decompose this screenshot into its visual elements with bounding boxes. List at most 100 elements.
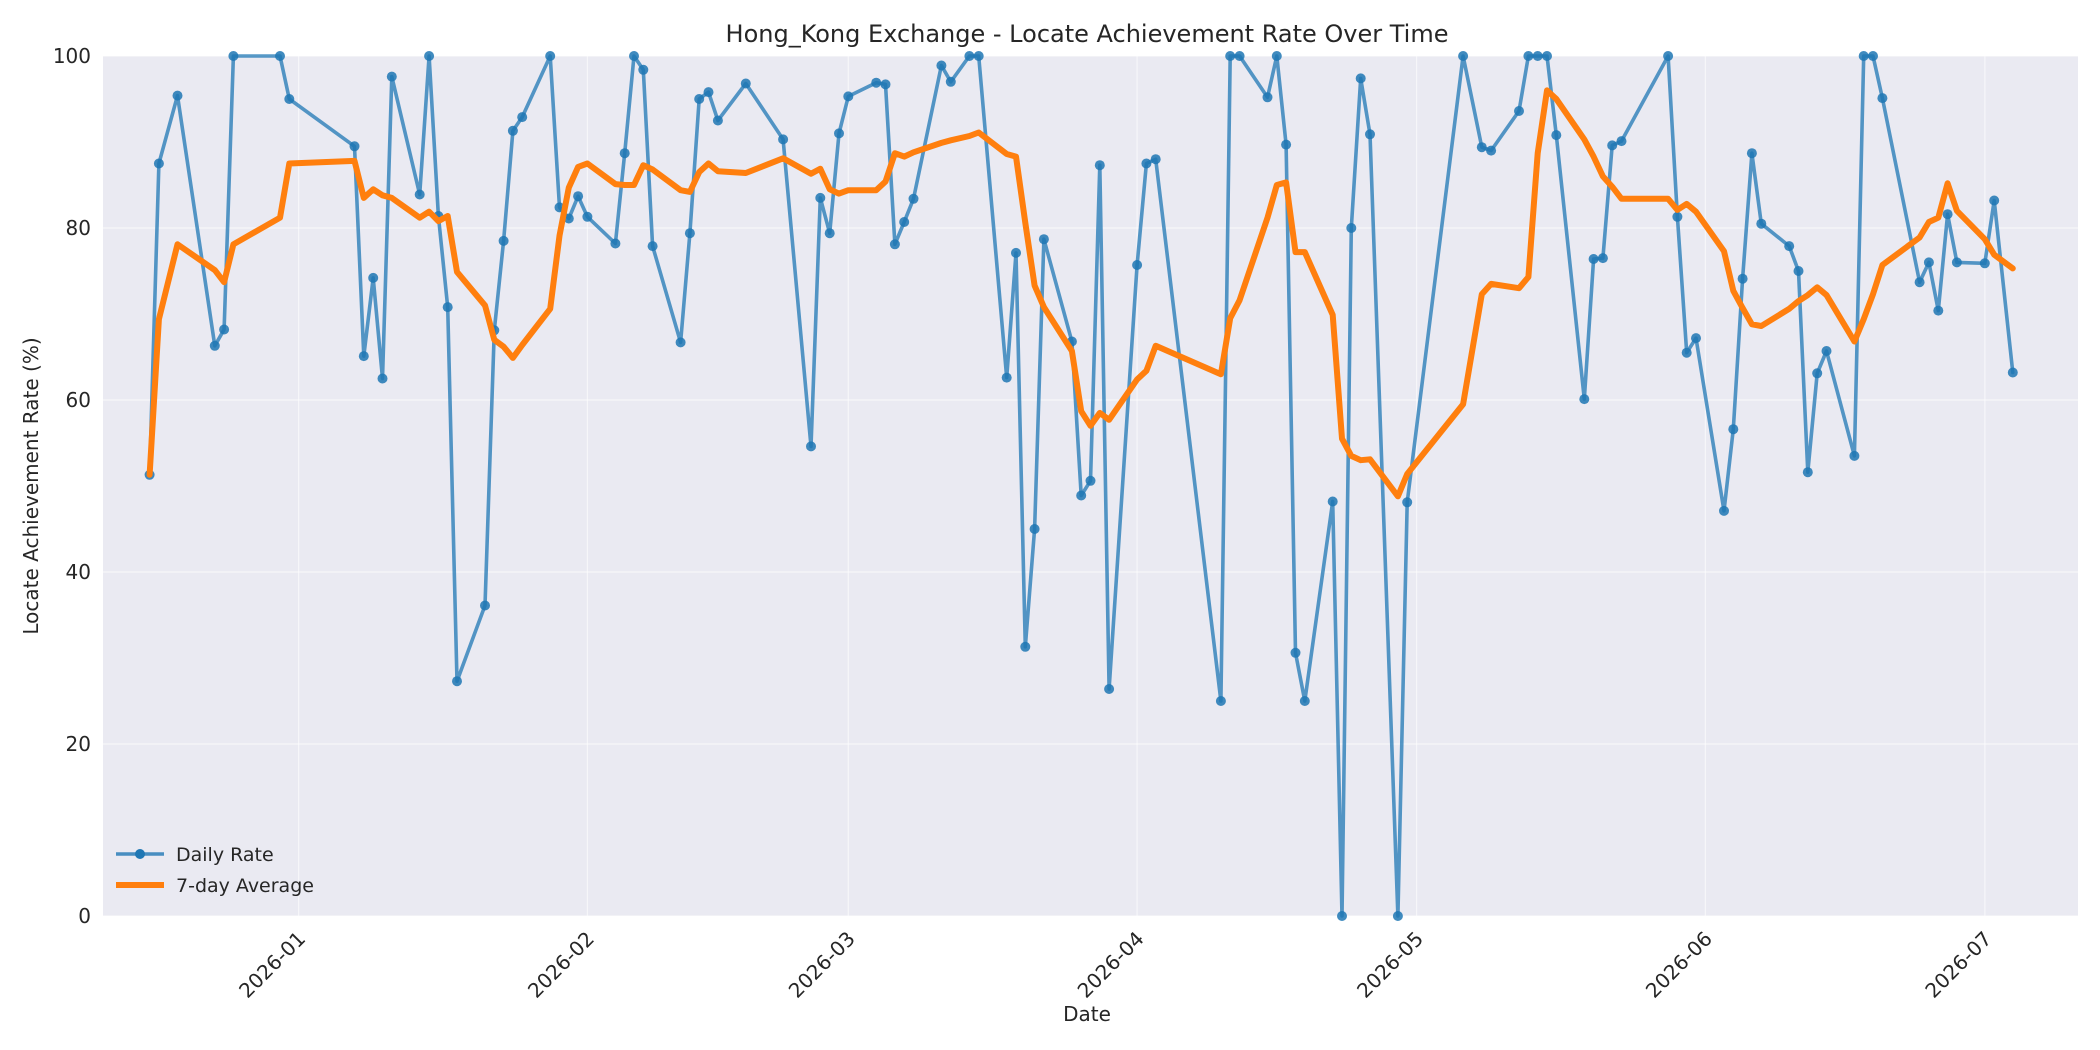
x-tick-label: 2026-02 [523, 927, 599, 1003]
data-point [638, 64, 649, 75]
data-point [1234, 51, 1245, 61]
data-point [1038, 234, 1049, 245]
data-point [1877, 93, 1888, 104]
data-point [582, 211, 593, 222]
data-point [647, 241, 658, 252]
data-point [1802, 467, 1813, 478]
series-layer [144, 51, 2018, 921]
data-point [442, 302, 453, 313]
data-point [1020, 641, 1031, 652]
data-point [889, 239, 900, 250]
data-point [275, 51, 285, 61]
y-tick-label: 40 [66, 560, 91, 584]
data-point [694, 94, 705, 104]
data-point [1858, 51, 1869, 61]
data-point [908, 193, 919, 204]
data-point [1542, 51, 1552, 61]
data-point [899, 217, 910, 227]
data-point [377, 373, 388, 384]
data-point [871, 77, 882, 88]
data-point [1989, 195, 2000, 206]
legend-marker [135, 849, 145, 859]
data-point [1392, 911, 1403, 921]
data-point [1476, 142, 1487, 153]
data-point [517, 112, 528, 123]
data-point [1793, 266, 1804, 276]
data-point [684, 228, 695, 239]
data-point [675, 337, 686, 348]
y-axis-label: Locate Achievement Rate (%) [19, 337, 43, 634]
data-point [1821, 346, 1832, 356]
data-point [1104, 684, 1115, 694]
data-point [573, 191, 584, 202]
data-point [1365, 129, 1375, 140]
data-point [1132, 260, 1143, 270]
x-tick-label: 2026-03 [784, 927, 860, 1003]
x-tick-label: 2026-06 [1641, 927, 1717, 1003]
data-point [545, 51, 556, 61]
data-point [834, 128, 844, 139]
data-point [228, 51, 239, 61]
data-point [358, 351, 369, 362]
data-point [824, 228, 835, 239]
legend-label: Daily Rate [176, 844, 274, 866]
data-point [703, 87, 714, 98]
data-point [1514, 106, 1524, 116]
y-axis-ticks: 0 20 40 60 80 100 [53, 44, 91, 928]
data-point [1951, 257, 1962, 268]
plot-area [103, 56, 2078, 916]
data-point [1458, 51, 1469, 61]
x-tick-label: 2026-07 [1920, 927, 1996, 1003]
data-point [1215, 696, 1226, 706]
data-point [424, 51, 435, 61]
data-point [936, 60, 947, 71]
data-point [1150, 154, 1161, 165]
data-point [1691, 333, 1701, 344]
data-point [1812, 368, 1823, 379]
data-point [1011, 247, 1021, 258]
data-point [480, 600, 490, 611]
data-point [1728, 424, 1739, 435]
data-point [507, 125, 518, 136]
data-point [1299, 696, 1310, 706]
data-point [414, 189, 425, 200]
data-point [1402, 497, 1413, 508]
data-point [2007, 367, 2018, 378]
data-point [740, 78, 751, 89]
data-point [973, 51, 984, 61]
data-point [1225, 51, 1236, 61]
data-point [1262, 92, 1273, 103]
x-tick-label: 2026-04 [1073, 927, 1149, 1003]
data-point [1923, 257, 1934, 268]
data-point [1523, 51, 1534, 61]
data-point [1942, 209, 1953, 220]
y-tick-label: 60 [66, 388, 91, 412]
data-point [1029, 524, 1040, 534]
data-point [1355, 73, 1366, 84]
x-axis-ticks: 2026-01 2026-02 2026-03 2026-04 2026-05 2026-… [234, 927, 1996, 1003]
data-point [1281, 139, 1292, 150]
data-point [153, 158, 164, 169]
data-point [945, 76, 956, 87]
y-tick-label: 80 [66, 216, 91, 240]
series-line [146, 87, 2016, 500]
data-point [284, 94, 295, 104]
data-point [629, 51, 639, 61]
data-point [1532, 51, 1543, 61]
data-point [1914, 277, 1925, 288]
data-point [778, 134, 789, 145]
data-point [1337, 911, 1347, 921]
data-point [964, 51, 975, 61]
data-point [386, 71, 397, 82]
data-point [1001, 372, 1012, 383]
data-point [1719, 505, 1729, 516]
data-point [349, 141, 360, 152]
x-axis-label: Date [1063, 1002, 1111, 1026]
data-point [1141, 158, 1152, 169]
legend: Daily Rate 7-day Average [116, 844, 314, 897]
data-point [610, 238, 621, 249]
data-point [1327, 496, 1338, 507]
data-point [1746, 148, 1757, 159]
x-tick-label: 2026-01 [234, 927, 310, 1003]
data-point [1579, 394, 1590, 405]
